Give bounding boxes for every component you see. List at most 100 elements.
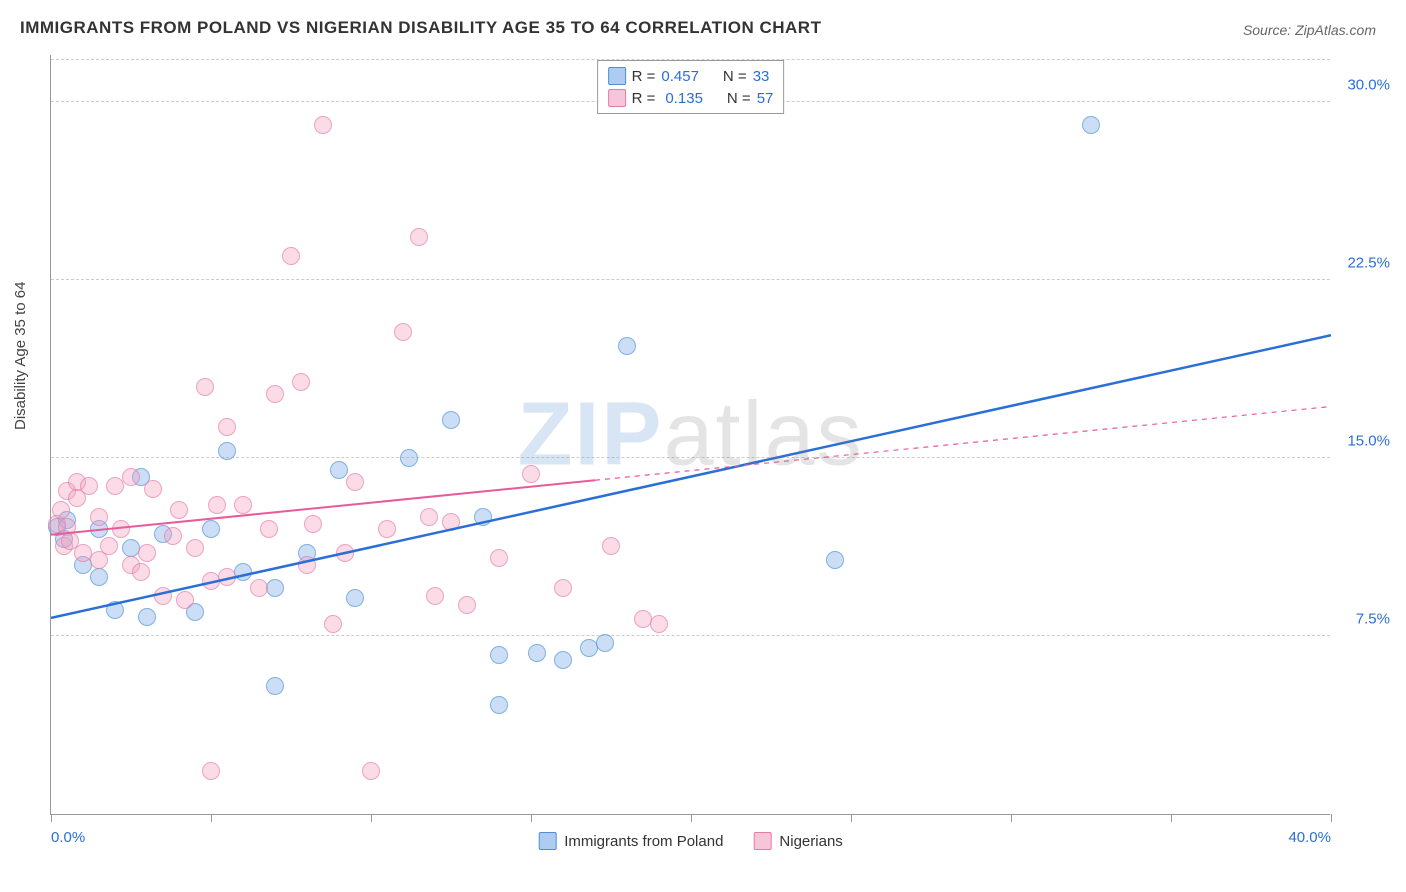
legend-label-poland: Immigrants from Poland [564,833,723,850]
data-point [426,587,444,605]
data-point [522,465,540,483]
n-value-nigerians: 57 [757,90,774,107]
data-point [90,568,108,586]
source-label: Source: [1243,22,1291,38]
data-point [100,537,118,555]
data-point [282,247,300,265]
data-point [490,646,508,664]
swatch-blue-icon [538,832,556,850]
legend-label-nigerians: Nigerians [779,833,842,850]
source-name: ZipAtlas.com [1295,22,1376,38]
legend-item-poland: Immigrants from Poland [538,832,723,850]
data-point [442,411,460,429]
data-point [442,513,460,531]
data-point [420,508,438,526]
series-legend: Immigrants from Poland Nigerians [538,832,843,850]
x-tick-label: 40.0% [1288,829,1331,846]
data-point [554,579,572,597]
y-tick-label: 15.0% [1347,432,1390,449]
x-tick [531,814,532,822]
swatch-pink-icon [608,89,626,107]
legend-item-nigerians: Nigerians [753,832,842,850]
data-point [122,468,140,486]
data-point [266,677,284,695]
n-label: N = [723,68,747,85]
data-point [330,461,348,479]
data-point [202,762,220,780]
scatter-chart: R = 0.457 N = 33 R = 0.135 N = 57 ZIPatl… [50,55,1330,815]
y-tick-label: 22.5% [1347,254,1390,271]
data-point [314,116,332,134]
chart-title: IMMIGRANTS FROM POLAND VS NIGERIAN DISAB… [20,18,821,38]
data-point [234,496,252,514]
legend-row-poland: R = 0.457 N = 33 [608,65,774,87]
data-point [144,480,162,498]
data-point [202,520,220,538]
data-point [1082,116,1100,134]
data-point [170,501,188,519]
data-point [490,549,508,567]
data-point [106,477,124,495]
data-point [362,762,380,780]
data-point [826,551,844,569]
data-point [304,515,322,533]
y-tick-label: 30.0% [1347,76,1390,93]
watermark-atlas: atlas [663,384,863,484]
data-point [176,591,194,609]
x-tick [1171,814,1172,822]
data-point [528,644,546,662]
watermark-zip: ZIP [517,384,663,484]
x-tick-label: 0.0% [51,829,85,846]
data-point [394,323,412,341]
data-point [52,501,70,519]
data-point [490,696,508,714]
data-point [410,228,428,246]
y-axis-label: Disability Age 35 to 64 [12,282,29,430]
r-value-poland: 0.457 [661,68,699,85]
r-value-nigerians: 0.135 [661,90,703,107]
data-point [596,634,614,652]
data-point [154,587,172,605]
r-label: R = [632,90,656,107]
trend-line-solid [51,480,595,535]
data-point [218,442,236,460]
data-point [324,615,342,633]
data-point [196,378,214,396]
data-point [208,496,226,514]
x-tick [211,814,212,822]
data-point [250,579,268,597]
data-point [90,508,108,526]
data-point [650,615,668,633]
data-point [346,589,364,607]
data-point [298,556,316,574]
data-point [186,539,204,557]
correlation-legend: R = 0.457 N = 33 R = 0.135 N = 57 [597,60,785,114]
trendlines [51,55,1331,815]
data-point [260,520,278,538]
data-point [266,385,284,403]
data-point [138,544,156,562]
data-point [218,418,236,436]
x-tick [1011,814,1012,822]
swatch-blue-icon [608,67,626,85]
data-point [378,520,396,538]
data-point [80,477,98,495]
x-tick [691,814,692,822]
data-point [474,508,492,526]
data-point [292,373,310,391]
r-label: R = [632,68,656,85]
data-point [106,601,124,619]
x-tick [1331,814,1332,822]
data-point [234,563,252,581]
source-attribution: Source: ZipAtlas.com [1243,22,1376,38]
n-value-poland: 33 [753,68,770,85]
data-point [602,537,620,555]
gridline [51,635,1330,636]
gridline [51,279,1330,280]
data-point [218,568,236,586]
data-point [164,527,182,545]
watermark: ZIPatlas [517,383,863,486]
data-point [400,449,418,467]
data-point [346,473,364,491]
data-point [458,596,476,614]
